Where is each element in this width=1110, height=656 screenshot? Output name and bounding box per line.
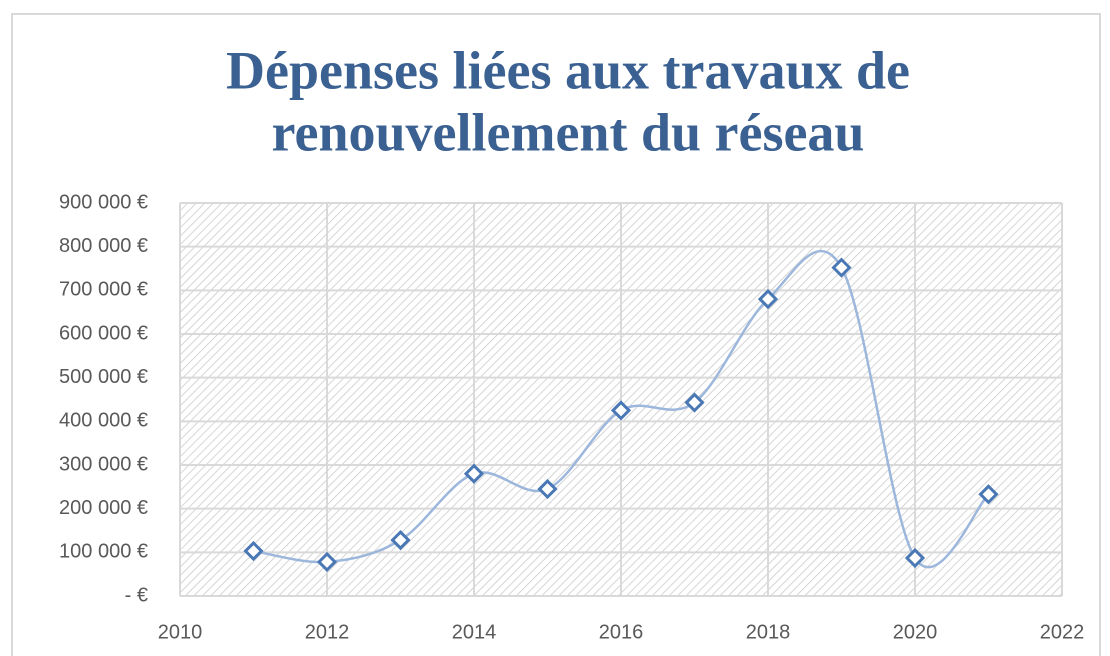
data-point — [831, 257, 852, 278]
y-tick-label: 300 000 € — [59, 453, 148, 475]
x-tick-label: 2012 — [305, 621, 350, 643]
data-point — [463, 463, 485, 484]
data-point — [390, 529, 411, 551]
x-tick-label: 2014 — [452, 621, 497, 643]
y-tick-label: 400 000 € — [59, 410, 148, 432]
chart-title: Dépenses liées aux travaux de — [226, 40, 910, 100]
y-tick-label: 900 000 € — [59, 191, 148, 213]
x-tick-label: 2022 — [1040, 621, 1085, 643]
y-tick-label: 500 000 € — [59, 366, 148, 388]
data-point — [978, 484, 999, 505]
y-tick-label: 200 000 € — [59, 497, 148, 519]
y-tick-label: 700 000 € — [59, 279, 148, 301]
data-point — [316, 551, 338, 573]
data-point — [757, 288, 779, 310]
y-tick-label: 600 000 € — [59, 322, 148, 344]
x-tick-label: 2020 — [893, 621, 938, 643]
data-point — [610, 400, 632, 421]
y-tick-label: - € — [125, 584, 148, 606]
data-point — [904, 547, 926, 569]
x-tick-label: 2010 — [158, 621, 203, 643]
y-tick-label: 800 000 € — [59, 235, 148, 257]
data-point — [243, 540, 264, 562]
y-tick-label: 100 000 € — [59, 541, 148, 563]
x-tick-label: 2016 — [599, 621, 644, 643]
data-point — [684, 392, 705, 413]
data-point — [537, 478, 558, 500]
x-tick-label: 2018 — [746, 621, 791, 643]
chart-title: renouvellement du réseau — [272, 102, 865, 162]
